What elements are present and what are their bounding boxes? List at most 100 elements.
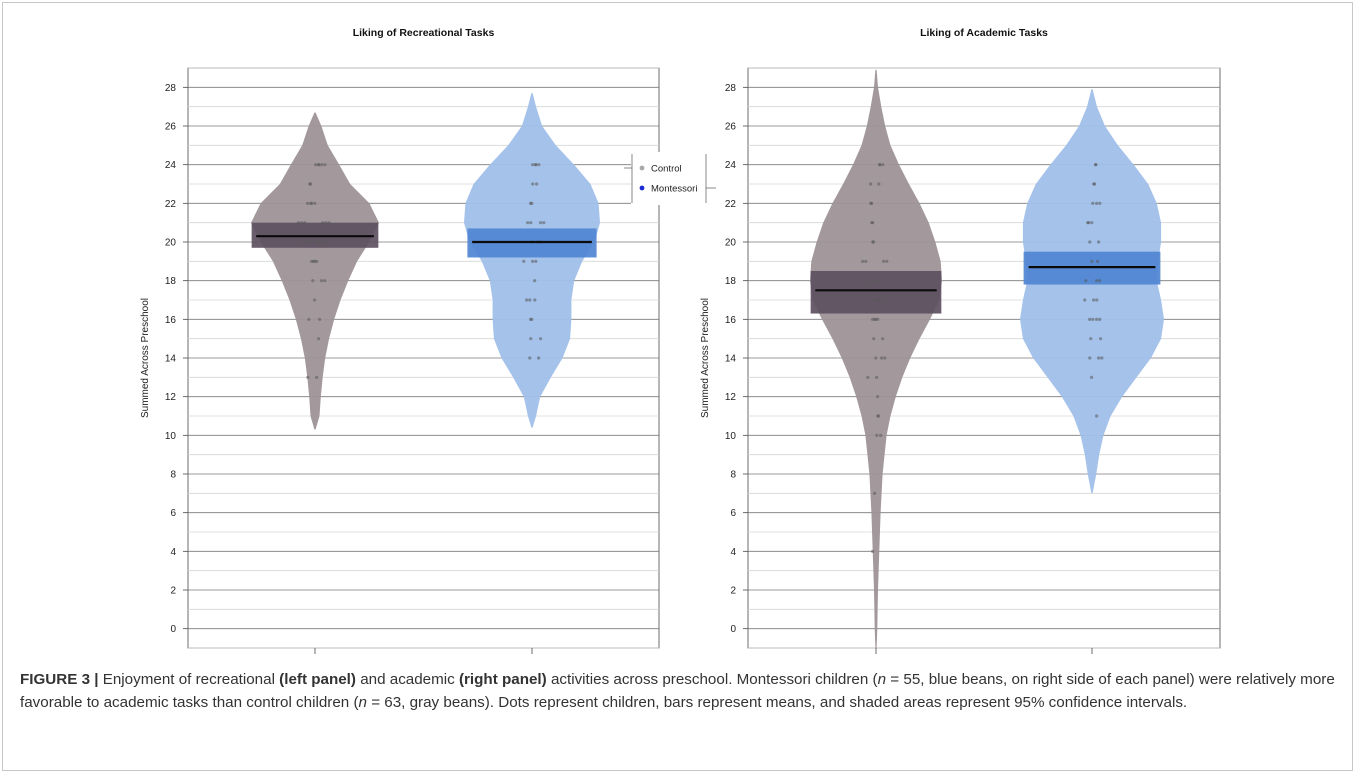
control-point xyxy=(869,182,873,186)
control-point xyxy=(303,240,307,244)
y-tick-label: 14 xyxy=(165,354,177,365)
control-point xyxy=(323,279,327,283)
control-point xyxy=(300,221,304,225)
control-point xyxy=(881,163,885,167)
control-point xyxy=(321,221,325,225)
control-point xyxy=(324,221,328,225)
y-axis-label: Summed Across Preschool xyxy=(140,298,151,418)
montessori-point xyxy=(537,356,541,360)
caption-text-3: activities across preschool. Montessori … xyxy=(546,671,878,688)
montessori-point xyxy=(530,201,534,205)
legend-marker xyxy=(639,165,645,171)
control-point xyxy=(872,337,876,341)
control-point xyxy=(875,375,879,379)
montessori-point xyxy=(522,259,526,263)
chart-title: Liking of Academic Tasks xyxy=(920,27,1048,39)
legend-label: Control xyxy=(651,164,682,175)
control-point xyxy=(871,549,875,553)
montessori-point xyxy=(1088,317,1092,321)
caption-text-4: = 55, blue beans, on right side of each … xyxy=(20,671,1335,711)
montessori-point xyxy=(1097,240,1101,244)
montessori-point xyxy=(533,279,537,283)
montessori-point xyxy=(530,317,534,321)
montessori-point xyxy=(1090,375,1094,379)
control-point xyxy=(307,317,311,321)
control-point xyxy=(875,279,879,283)
montessori-point xyxy=(1089,337,1093,341)
montessori-point xyxy=(1083,298,1087,302)
y-tick-label: 6 xyxy=(170,508,176,519)
montessori-point xyxy=(1095,279,1099,283)
montessori-point xyxy=(1090,259,1094,263)
y-tick-label: 18 xyxy=(725,276,737,287)
montessori-point xyxy=(1086,221,1090,225)
montessori-point xyxy=(531,259,535,263)
montessori-point xyxy=(1097,356,1101,360)
montessori-point xyxy=(1088,356,1092,360)
caption-label: FIGURE 3 | xyxy=(20,671,99,688)
y-axis-label: Summed Across Preschool xyxy=(700,298,711,418)
control-point xyxy=(875,433,879,437)
control-point xyxy=(879,433,883,437)
control-violin xyxy=(251,112,379,430)
control-point xyxy=(866,279,870,283)
control-point xyxy=(885,259,889,263)
y-tick-label: 22 xyxy=(725,199,737,210)
montessori-point xyxy=(539,221,543,225)
y-tick-label: 26 xyxy=(725,122,737,133)
montessori-point xyxy=(1095,298,1099,302)
montessori-point xyxy=(534,259,538,263)
control-point xyxy=(309,201,313,205)
montessori-point xyxy=(1095,201,1099,205)
control-point xyxy=(310,259,314,263)
legend-marker xyxy=(639,185,645,191)
montessori-point xyxy=(537,163,541,167)
control-point xyxy=(321,240,325,244)
caption-bold-2: (right panel) xyxy=(458,671,547,688)
y-tick-label: 18 xyxy=(165,276,177,287)
control-point xyxy=(878,279,882,283)
y-tick-label: 10 xyxy=(165,431,177,442)
montessori-point xyxy=(525,298,529,302)
caption-text-2: and academic xyxy=(355,671,459,688)
y-tick-label: 12 xyxy=(165,392,177,403)
y-tick-label: 20 xyxy=(725,238,737,249)
montessori-violin xyxy=(1020,89,1164,494)
control-point xyxy=(306,375,310,379)
control-point xyxy=(871,317,875,321)
y-tick-label: 24 xyxy=(725,160,737,171)
montessori-point xyxy=(535,182,539,186)
control-point xyxy=(296,221,300,225)
y-tick-label: 0 xyxy=(170,624,176,635)
control-point xyxy=(878,163,882,167)
caption-n-1: n xyxy=(877,671,887,688)
control-point xyxy=(866,375,870,379)
control-point xyxy=(876,317,880,321)
y-tick-label: 26 xyxy=(165,122,177,133)
y-tick-label: 28 xyxy=(165,83,177,94)
control-point xyxy=(882,259,886,263)
control-point xyxy=(864,259,868,263)
control-point xyxy=(869,201,873,205)
control-point xyxy=(303,221,307,225)
montessori-point xyxy=(526,221,530,225)
control-point xyxy=(327,221,331,225)
control-point xyxy=(313,298,317,302)
montessori-point xyxy=(1091,317,1095,321)
control-point xyxy=(308,182,312,186)
legend-background xyxy=(631,152,707,205)
montessori-point xyxy=(1084,279,1088,283)
control-point xyxy=(876,298,880,302)
montessori-point xyxy=(529,337,533,341)
montessori-point xyxy=(1094,163,1098,167)
control-point xyxy=(874,356,878,360)
control-point xyxy=(317,337,321,341)
control-point xyxy=(318,240,322,244)
control-point xyxy=(880,356,884,360)
caption-text-1: Enjoyment of recreational xyxy=(98,671,280,688)
control-point xyxy=(311,279,315,283)
control-point xyxy=(861,259,865,263)
legend-label: Montessori xyxy=(651,184,697,195)
